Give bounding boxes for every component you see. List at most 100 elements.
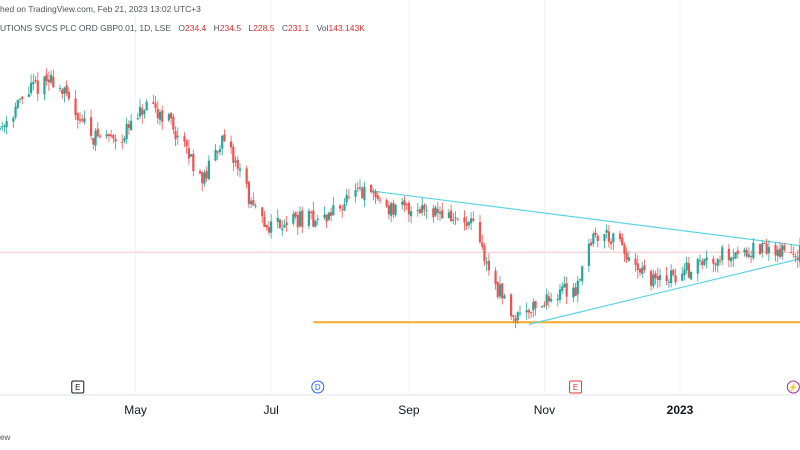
candle-3 xyxy=(5,116,8,135)
candle-17 xyxy=(50,70,53,85)
candle-109 xyxy=(338,204,342,212)
candle-135 xyxy=(418,206,422,214)
candle-216 xyxy=(670,264,673,288)
candle-219 xyxy=(681,267,684,282)
candle-170 xyxy=(527,308,530,319)
candle-82 xyxy=(252,192,255,206)
candle-230 xyxy=(714,262,717,272)
candle-124 xyxy=(385,198,388,209)
candle-214 xyxy=(665,266,668,286)
candle-238 xyxy=(736,246,739,259)
candle-185 xyxy=(574,282,577,297)
candle-90 xyxy=(278,219,282,229)
candle-22 xyxy=(65,80,68,97)
candle-188 xyxy=(581,265,584,286)
candle-83 xyxy=(254,203,257,209)
candle-9 xyxy=(27,86,30,98)
candle-255 xyxy=(792,246,795,259)
candle-163 xyxy=(503,293,506,300)
candle-99 xyxy=(307,208,310,230)
candle-193 xyxy=(596,233,599,248)
candle-72 xyxy=(221,134,224,156)
candle-15 xyxy=(45,68,48,86)
candle-129 xyxy=(401,197,404,210)
candle-167 xyxy=(516,311,519,324)
trendline-upper[interactable] xyxy=(371,190,800,247)
event-marker-split-3[interactable]: ⚡ xyxy=(786,380,800,394)
candle-211 xyxy=(654,270,657,285)
candle-25 xyxy=(76,111,79,129)
candle-5 xyxy=(14,102,17,120)
candle-241 xyxy=(747,247,750,259)
candle-220 xyxy=(683,263,686,281)
candle-217 xyxy=(672,268,675,277)
ohlc-close-value: 231.1 xyxy=(288,23,310,33)
candle-36 xyxy=(110,129,113,139)
candle-66 xyxy=(203,169,206,187)
candle-177 xyxy=(547,291,550,308)
candle-257 xyxy=(796,249,799,268)
candle-153 xyxy=(472,211,475,223)
candle-21 xyxy=(63,86,66,103)
candle-258 xyxy=(798,237,800,267)
candle-86 xyxy=(265,224,268,231)
candle-132 xyxy=(407,200,410,223)
candle-51 xyxy=(156,100,159,124)
candle-94 xyxy=(292,210,295,227)
candle-118 xyxy=(363,181,366,207)
candle-212 xyxy=(656,267,659,289)
candle-150 xyxy=(465,216,468,230)
volume-value: 143.143K xyxy=(328,23,365,33)
candle-203 xyxy=(627,251,630,262)
candle-54 xyxy=(167,112,170,123)
candle-256 xyxy=(794,253,797,263)
candle-28 xyxy=(83,110,86,125)
candle-237 xyxy=(734,251,737,260)
event-marker-dividend-1[interactable]: D xyxy=(311,380,325,394)
candle-157 xyxy=(485,256,488,272)
candle-110 xyxy=(341,205,344,218)
candle-44 xyxy=(136,112,139,120)
candlestick-series xyxy=(0,68,800,329)
candle-55 xyxy=(170,112,173,125)
candle-84 xyxy=(261,206,264,224)
candle-68 xyxy=(207,155,210,181)
chart-grid xyxy=(135,0,681,395)
candle-250 xyxy=(776,246,779,263)
candle-100 xyxy=(310,209,313,220)
candle-247 xyxy=(765,238,768,256)
candle-231 xyxy=(716,258,719,273)
candle-141 xyxy=(436,201,439,221)
ohlc-open-label: O xyxy=(178,23,186,33)
candle-35 xyxy=(107,133,110,142)
candle-91 xyxy=(281,220,284,237)
candle-69 xyxy=(214,144,217,162)
trendline-lower[interactable] xyxy=(528,258,800,325)
volume-label: Vol xyxy=(316,23,329,33)
candle-142 xyxy=(438,206,442,221)
event-marker-earnings-0[interactable]: E xyxy=(71,380,85,394)
candle-197 xyxy=(610,238,613,250)
candle-139 xyxy=(432,204,435,223)
candle-244 xyxy=(758,243,762,255)
event-marker-earnings-2[interactable]: E xyxy=(569,380,583,394)
candle-70 xyxy=(216,150,219,160)
candle-97 xyxy=(298,206,302,228)
candle-137 xyxy=(423,203,426,216)
candle-62 xyxy=(190,154,193,157)
candle-233 xyxy=(721,244,724,266)
candle-191 xyxy=(592,231,595,247)
candle-39 xyxy=(121,134,124,150)
candle-245 xyxy=(761,240,764,258)
candle-123 xyxy=(378,196,382,204)
candle-154 xyxy=(478,215,482,244)
time-axis[interactable]: May Jul Sep Nov 2023 xyxy=(124,403,693,417)
event-marker-label: E xyxy=(573,383,578,392)
candle-6 xyxy=(16,99,19,110)
candle-210 xyxy=(652,269,655,289)
candle-88 xyxy=(270,214,273,239)
candle-58 xyxy=(176,127,179,145)
candle-103 xyxy=(316,215,319,226)
candle-199 xyxy=(618,230,622,243)
